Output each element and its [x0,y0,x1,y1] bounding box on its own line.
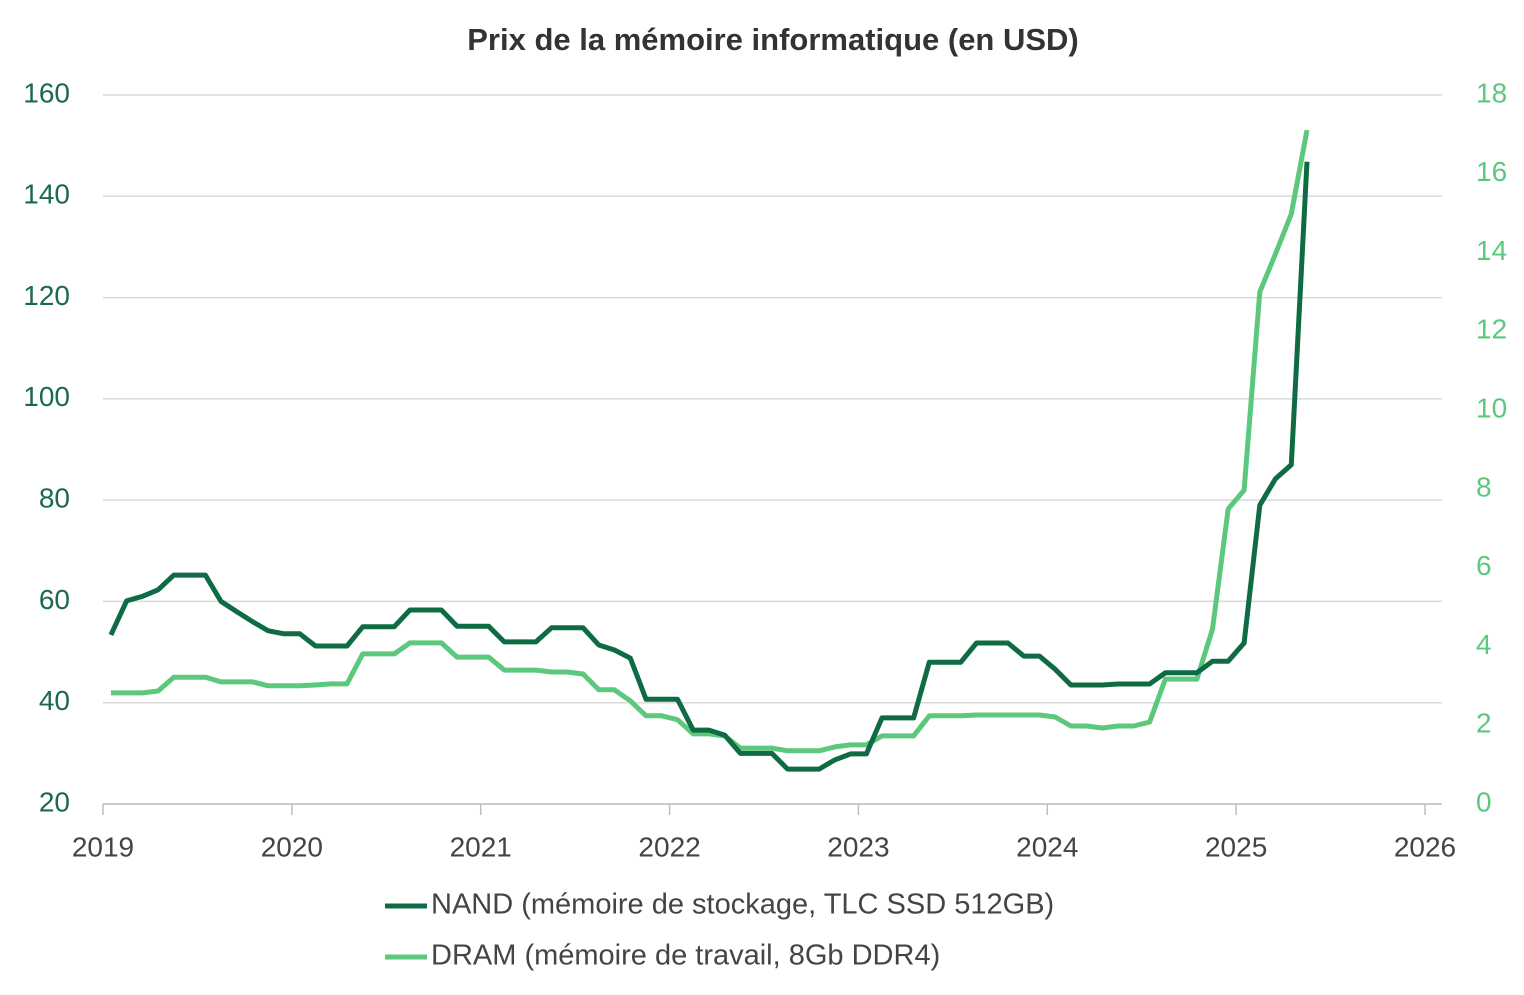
y2-tick-label: 4 [1476,629,1492,660]
series-line [108,161,1310,772]
y2-tick-label: 10 [1476,393,1507,424]
y2-tick-label: 12 [1476,314,1507,345]
x-tick-label: 2024 [1016,831,1078,862]
y2-tick-label: 0 [1476,786,1492,817]
chart-title: Prix de la mémoire informatique (en USD) [467,22,1079,57]
x-tick-label: 2026 [1394,831,1456,862]
y-tick-label: 100 [23,381,70,412]
y2-tick-label: 14 [1476,235,1507,266]
y-tick-label: 80 [39,483,70,514]
y-tick-label: 40 [39,685,70,716]
y-tick-label: 60 [39,584,70,615]
y2-tick-label: 2 [1476,708,1492,739]
x-tick-label: 2020 [261,831,323,862]
y-tick-label: 20 [39,786,70,817]
y-tick-label: 120 [23,280,70,311]
x-tick-label: 2023 [827,831,889,862]
y2-tick-label: 6 [1476,550,1492,581]
x-tick-label: 2025 [1205,831,1267,862]
legend-label: NAND (mémoire de stockage, TLC SSD 512GB… [431,889,1054,921]
x-tick-label: 2021 [450,831,512,862]
y2-tick-label: 18 [1476,77,1507,108]
y-tick-label: 140 [23,179,70,210]
x-tick-label: 2022 [638,831,700,862]
legend-label: DRAM (mémoire de travail, 8Gb DDR4) [431,940,940,972]
y2-tick-label: 8 [1476,471,1492,502]
series-line [110,129,1310,754]
y2-tick-label: 16 [1476,156,1507,187]
y-tick-label: 160 [23,77,70,108]
x-tick-label: 2019 [72,831,134,862]
